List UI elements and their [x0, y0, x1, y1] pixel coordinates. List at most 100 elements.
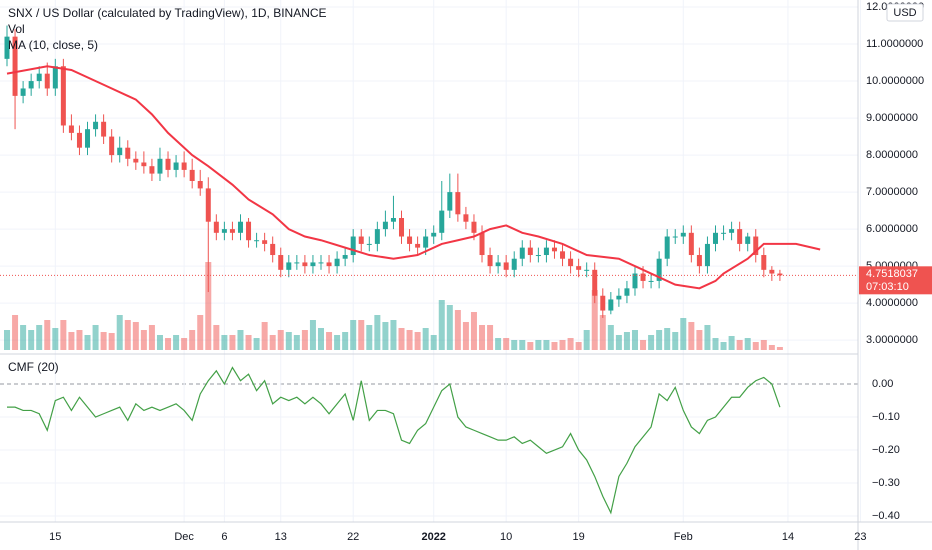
- x-tick-label: 2022: [421, 531, 445, 543]
- volume-bar: [519, 340, 526, 350]
- volume-bar: [84, 335, 91, 350]
- volume-bar: [543, 340, 550, 350]
- x-tick-label: Feb: [674, 531, 693, 543]
- volume-bar: [374, 315, 381, 350]
- volume-bar: [688, 322, 695, 350]
- candle-body: [455, 192, 461, 215]
- candle-body: [688, 232, 694, 256]
- volume-bar: [720, 342, 727, 350]
- candle-body: [294, 262, 300, 264]
- volume-bar: [575, 342, 582, 350]
- volume-bar: [406, 330, 413, 350]
- candle-body: [278, 255, 284, 270]
- candle-body: [729, 229, 735, 233]
- y-tick-label: 3.0000000: [866, 334, 918, 346]
- volume-bar: [285, 332, 292, 350]
- candle-body: [221, 229, 227, 233]
- candle-body: [704, 243, 710, 267]
- candle-body: [423, 236, 429, 248]
- cmf-tick-label: −0.10: [872, 411, 900, 423]
- volume-bar: [776, 347, 783, 350]
- currency-label[interactable]: USD: [893, 7, 916, 19]
- candle-body: [318, 262, 324, 264]
- volume-bar: [350, 320, 357, 350]
- candle-body: [28, 81, 34, 89]
- countdown-label: 07:03:10: [866, 281, 909, 293]
- volume-bar: [551, 342, 558, 350]
- volume-bar: [293, 335, 300, 350]
- y-tick-label: 10.0000000: [866, 75, 924, 87]
- volume-bar: [712, 338, 719, 350]
- candle-body: [503, 262, 509, 270]
- candle-body: [270, 243, 276, 256]
- volume-bar: [446, 305, 453, 350]
- candle-body: [366, 243, 372, 245]
- ma-line: [6, 65, 821, 290]
- candle-body: [712, 232, 718, 244]
- candle-body: [680, 232, 686, 237]
- candle-body: [600, 295, 606, 311]
- chart-title: SNX / US Dollar (calculated by TradingVi…: [8, 6, 327, 20]
- volume-bar: [213, 325, 220, 350]
- volume-bar: [631, 330, 638, 350]
- candle-body: [745, 236, 751, 244]
- candle-body: [36, 73, 42, 82]
- candle-body: [624, 288, 630, 296]
- volume-bar: [173, 335, 180, 350]
- volume-bar: [156, 335, 163, 350]
- candle-body: [560, 251, 566, 259]
- volume-bar: [382, 322, 389, 350]
- x-tick-label: 15: [49, 531, 61, 543]
- cmf-tick-label: −0.30: [872, 477, 900, 489]
- volume-bar: [615, 335, 622, 350]
- volume-bar: [390, 320, 397, 350]
- candle-body: [664, 236, 670, 259]
- volume-bar: [140, 330, 147, 350]
- candle-body: [229, 229, 235, 233]
- y-tick-label: 11.0000000: [866, 38, 923, 50]
- y-tick-label: 4.0000000: [866, 297, 918, 309]
- volume-bar: [559, 340, 566, 350]
- last-price-badge: [859, 266, 932, 295]
- candle-body: [584, 269, 590, 271]
- candle-body: [374, 229, 380, 244]
- volume-bar: [100, 332, 107, 350]
- cmf-tick-label: 0.00: [872, 378, 893, 390]
- cmf-tick-label: −0.40: [872, 510, 900, 522]
- candle-body: [20, 88, 26, 96]
- candle-body: [93, 121, 99, 130]
- volume-bar: [148, 325, 155, 350]
- volume-bar: [511, 340, 518, 350]
- x-tick-label: 6: [221, 531, 227, 543]
- candle-body: [415, 243, 421, 248]
- volume-bar: [197, 315, 204, 350]
- candle-body: [608, 299, 614, 311]
- volume-bar: [583, 330, 590, 350]
- candle-body: [4, 36, 10, 59]
- candle-body: [141, 162, 147, 167]
- volume-bar: [269, 335, 276, 350]
- volume-bar: [414, 332, 421, 350]
- volume-bar: [68, 332, 75, 350]
- candle-body: [471, 221, 477, 233]
- candle-body: [407, 236, 413, 244]
- candle-body: [543, 247, 549, 256]
- volume-bar: [52, 328, 59, 350]
- candle-body: [511, 258, 517, 270]
- last-price-label: 4.7518037: [866, 268, 918, 280]
- x-tick-label: 23: [854, 531, 866, 543]
- volume-bar: [752, 342, 759, 350]
- currency-badge[interactable]: [886, 3, 924, 22]
- volume-bar: [736, 340, 743, 350]
- x-tick-label: 10: [500, 531, 512, 543]
- x-tick-label: 22: [347, 531, 359, 543]
- volume-bar: [454, 310, 461, 350]
- candle-body: [479, 232, 485, 256]
- volume-bar: [60, 320, 67, 350]
- volume-bar: [470, 312, 477, 350]
- volume-bar: [503, 338, 510, 350]
- volume-bar: [92, 325, 99, 350]
- candle-body: [753, 236, 759, 256]
- candle-body: [237, 221, 243, 233]
